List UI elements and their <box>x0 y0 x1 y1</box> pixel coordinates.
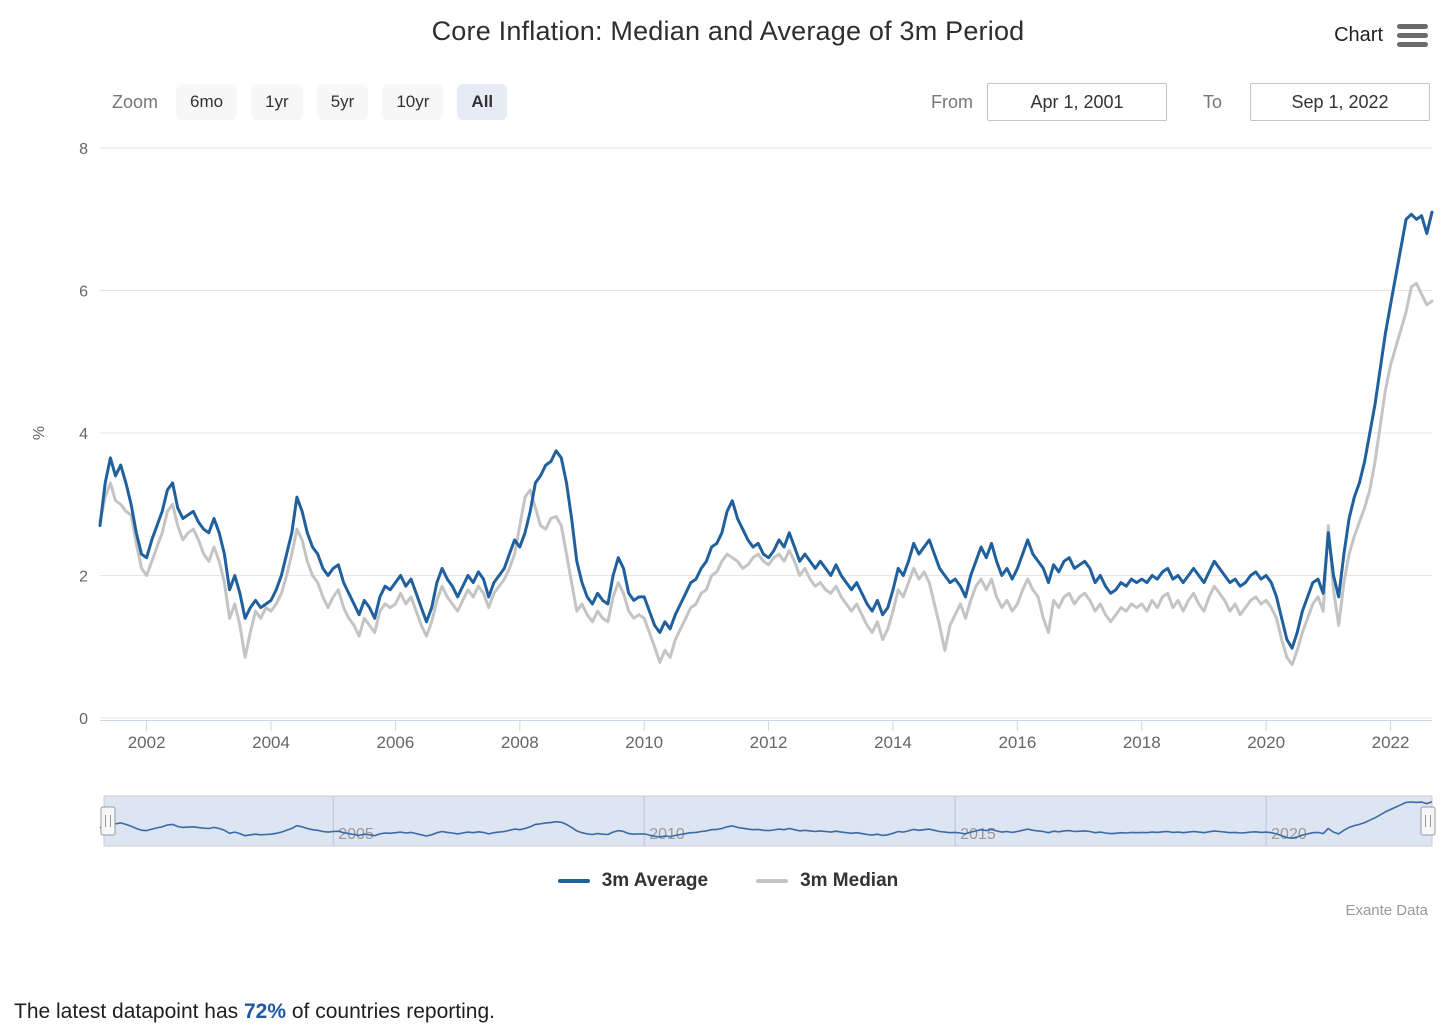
average-line-swatch <box>557 879 590 883</box>
navigator-handle-right[interactable] <box>1420 806 1436 836</box>
svg-text:2016: 2016 <box>998 733 1036 752</box>
chart-menu-label: Chart <box>1334 24 1383 46</box>
zoom-button-1yr[interactable]: 1yr <box>251 84 303 120</box>
svg-text:2008: 2008 <box>501 733 539 752</box>
svg-text:2010: 2010 <box>625 733 663 752</box>
svg-text:2018: 2018 <box>1123 733 1161 752</box>
svg-text:6: 6 <box>79 284 88 301</box>
svg-text:2004: 2004 <box>252 733 290 752</box>
legend-item-average[interactable]: 3m Average <box>557 870 709 892</box>
svg-text:0: 0 <box>79 711 88 728</box>
svg-text:2010: 2010 <box>649 826 685 843</box>
range-toolbar: Zoom 6mo 1yr 5yr 10yr All From To <box>0 82 1456 122</box>
zoom-button-6mo[interactable]: 6mo <box>176 84 238 120</box>
svg-text:8: 8 <box>79 141 88 158</box>
x-axis: 2002 2004 2006 2008 2010 2012 2014 2016 2018 2020… <box>100 720 1432 752</box>
chart-area: 0 2 4 6 8% 2002 2004 2006 2008 2010 2012 2014 2016 20… <box>0 126 1456 856</box>
svg-text:2012: 2012 <box>750 733 788 752</box>
median-line-swatch <box>756 879 789 883</box>
legend: 3m Average 3m Median <box>0 870 1456 892</box>
series-3m-median <box>98 281 1434 667</box>
y-axis: 0 2 4 6 8% <box>31 141 1432 728</box>
navigator-series <box>99 801 1433 840</box>
page-title: Core Inflation: Median and Average of 3m… <box>431 16 1025 46</box>
footer-percentage: 72% <box>244 1000 287 1023</box>
credits-text: Exante Data <box>1345 902 1428 919</box>
navigator-track <box>103 795 1433 847</box>
legend-label-average: 3m Average <box>601 870 709 891</box>
to-label: To <box>1202 91 1222 112</box>
zoom-button-10yr[interactable]: 10yr <box>382 84 444 120</box>
footer-prefix: The latest datapoint has <box>14 1000 244 1023</box>
chart-menu[interactable]: Chart <box>1334 24 1428 47</box>
hamburger-menu-icon[interactable] <box>1397 24 1428 47</box>
chart-header: Core Inflation: Median and Average of 3m… <box>0 0 1456 64</box>
svg-text:2002: 2002 <box>128 733 166 752</box>
navigator-handle-left[interactable] <box>100 806 116 836</box>
legend-item-median[interactable]: 3m Median <box>756 870 898 892</box>
y-axis-title: % <box>31 426 48 440</box>
legend-label-median: 3m Median <box>800 870 899 891</box>
svg-text:2: 2 <box>79 569 88 586</box>
zoom-button-5yr[interactable]: 5yr <box>316 84 369 120</box>
svg-text:2022: 2022 <box>1372 733 1410 752</box>
svg-text:4: 4 <box>79 426 88 443</box>
series-3m-average <box>98 210 1434 650</box>
footer-suffix: of countries reporting. <box>286 1000 495 1023</box>
from-label: From <box>930 91 973 112</box>
from-date-input[interactable] <box>986 83 1167 121</box>
svg-text:2020: 2020 <box>1271 826 1307 843</box>
svg-text:2014: 2014 <box>874 733 912 752</box>
to-date-input[interactable] <box>1250 83 1430 121</box>
zoom-label: Zoom <box>112 91 159 112</box>
svg-text:2020: 2020 <box>1247 733 1285 752</box>
navigator[interactable]: 2005 2010 2015 2020 <box>99 795 1436 847</box>
zoom-button-all[interactable]: All <box>457 84 508 120</box>
svg-text:2006: 2006 <box>377 733 415 752</box>
footer-note: The latest datapoint has 72% of countrie… <box>14 1000 495 1024</box>
